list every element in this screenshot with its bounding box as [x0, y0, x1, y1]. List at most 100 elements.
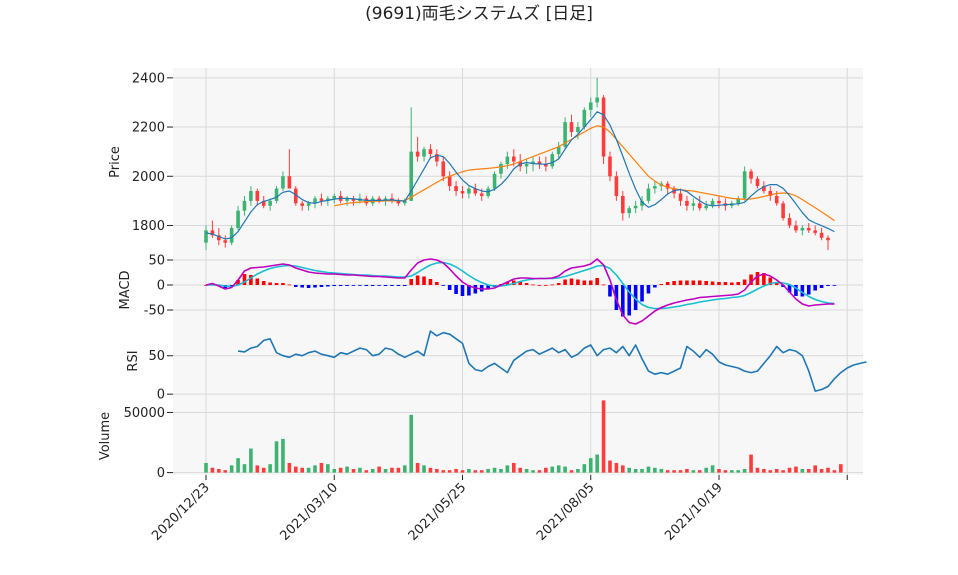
- volume-bar: [345, 466, 349, 473]
- volume-bar: [774, 468, 779, 473]
- macd-histogram-bar: [749, 274, 753, 285]
- rsi-line-path: [238, 330, 867, 392]
- macd-histogram-bar: [454, 285, 458, 294]
- volume-bar: [819, 468, 824, 473]
- volume-bar: [672, 470, 676, 473]
- candle-body: [556, 146, 561, 155]
- price-tick-label: 2400: [132, 71, 165, 86]
- price-tick-label: 1800: [132, 219, 165, 234]
- macd-histogram-bar: [236, 280, 240, 285]
- macd-histogram-bar: [659, 284, 664, 285]
- macd-histogram-bar: [486, 285, 490, 289]
- candle-body: [441, 161, 446, 177]
- volume-bar: [582, 464, 587, 473]
- volume-bar: [537, 470, 542, 473]
- candle-body: [236, 210, 240, 228]
- macd-histogram-bar: [595, 278, 599, 285]
- macd-histogram-bar: [242, 274, 247, 285]
- volume-bars: [204, 400, 843, 473]
- price-tick-label: 2000: [132, 170, 165, 185]
- volume-bar: [428, 467, 433, 473]
- volume-bar: [441, 470, 446, 473]
- volume-bar: [826, 467, 830, 473]
- volume-bar: [762, 468, 766, 473]
- rsi-line: [238, 330, 867, 392]
- candle-body: [479, 193, 484, 196]
- volume-bar: [447, 470, 452, 473]
- candle-body: [653, 186, 657, 189]
- candle-body: [794, 225, 798, 231]
- candle-body: [627, 208, 632, 214]
- volume-bar: [358, 467, 362, 473]
- macd-histogram-bar: [627, 285, 632, 316]
- candle-body: [326, 198, 330, 201]
- volume-bar: [813, 465, 817, 473]
- macd-histogram-bar: [736, 282, 741, 285]
- macd-histogram-bar: [300, 285, 304, 288]
- macd-histogram-bar: [569, 278, 574, 285]
- macd-histogram-bar: [505, 282, 510, 285]
- volume-tick-label: 50000: [124, 406, 165, 421]
- macd-histogram-bar: [787, 285, 792, 293]
- macd-signal-line: [206, 261, 835, 310]
- rsi-tick-label: 50: [148, 349, 165, 364]
- macd-histogram-bar: [601, 284, 606, 286]
- volume-bar: [422, 465, 426, 473]
- candle-body: [704, 205, 708, 209]
- volume-panel-background: [173, 398, 863, 475]
- macd-histogram-bar: [717, 282, 721, 285]
- macd-histogram-bar: [813, 285, 817, 291]
- rsi-gridlines: [173, 325, 863, 398]
- candle-body: [633, 205, 638, 209]
- candle-body: [428, 149, 433, 155]
- macd-histogram-bar: [537, 285, 542, 286]
- macd-tick-label: 50: [148, 254, 165, 269]
- candle-body: [319, 198, 324, 201]
- candle-body: [242, 200, 247, 211]
- volume-bar: [730, 470, 734, 473]
- volume-bar: [563, 466, 567, 473]
- macd-histogram-bar: [383, 285, 388, 286]
- volume-bar: [383, 468, 388, 473]
- macd-histogram-bar: [467, 285, 471, 296]
- macd-histogram-bar: [544, 285, 548, 286]
- volume-bar: [390, 467, 394, 473]
- volume-bar: [467, 468, 471, 473]
- price-gridlines: [173, 68, 863, 255]
- candle-body: [800, 227, 805, 231]
- volume-bar: [268, 464, 272, 473]
- volume-bar: [665, 470, 670, 473]
- volume-bar: [839, 464, 843, 473]
- volume-bar: [806, 468, 811, 473]
- candle-body: [755, 178, 760, 187]
- macd-histogram-bar: [621, 285, 625, 317]
- macd-histogram-bar: [723, 282, 728, 285]
- volume-bar: [486, 468, 490, 473]
- volume-bar: [435, 468, 439, 473]
- volume-bar: [473, 470, 478, 473]
- rsi-tick-label: 0: [157, 388, 165, 403]
- candle-body: [621, 195, 625, 214]
- volume-bar: [556, 465, 561, 473]
- macd-histogram-bar: [287, 284, 292, 286]
- candle-body: [742, 171, 747, 199]
- volume-bar: [691, 470, 696, 473]
- volume-bar: [505, 465, 510, 473]
- candle-body: [287, 176, 292, 189]
- macd-histogram-bar: [826, 285, 830, 286]
- candle-body: [781, 203, 785, 219]
- volume-bar: [338, 467, 343, 473]
- macd-histogram-bar: [402, 285, 407, 286]
- volume-bar: [223, 470, 228, 473]
- volume-bar: [678, 470, 683, 473]
- rsi-panel: RSI 0 50: [126, 325, 867, 403]
- volume-bar: [261, 467, 266, 473]
- candle-body: [608, 156, 612, 177]
- macd-histogram-bar: [370, 285, 375, 286]
- macd-histogram-bar: [229, 285, 234, 286]
- volume-bar: [608, 460, 612, 473]
- candle-body: [435, 154, 439, 162]
- candle-body: [217, 235, 221, 241]
- volume-bar: [255, 465, 260, 473]
- candle-body: [223, 240, 228, 243]
